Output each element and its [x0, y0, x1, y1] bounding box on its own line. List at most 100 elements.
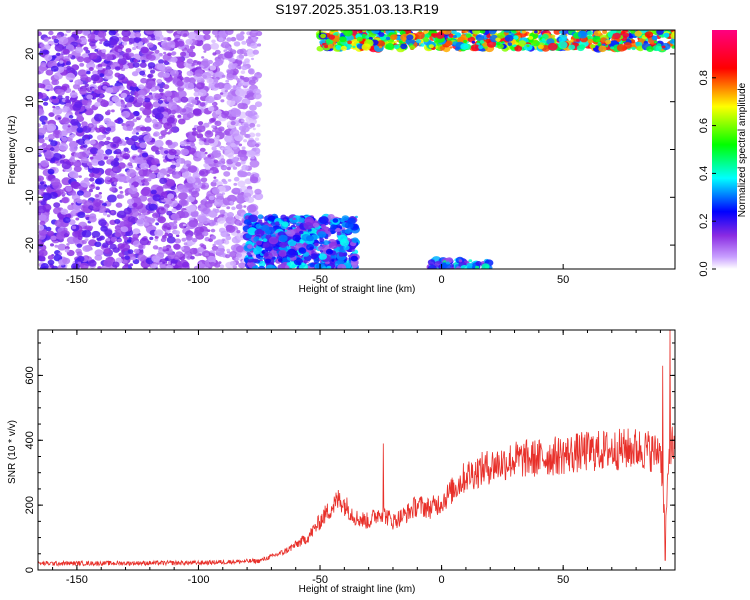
spectrogram-cell	[661, 42, 671, 51]
spectrogram-cell	[82, 147, 87, 151]
spectrogram-cell	[154, 85, 160, 91]
spectrogram-cell	[80, 179, 90, 188]
spectrogram-cell	[616, 38, 621, 42]
spectrogram-cell	[114, 148, 122, 155]
spectrogram-cell	[152, 212, 160, 219]
spectrogram-cell	[200, 177, 208, 183]
spectrogram-cell	[339, 36, 347, 43]
spectrogram-cell	[236, 230, 241, 234]
spectrogram-cell	[202, 30, 211, 35]
spectrogram-cell	[112, 144, 117, 148]
spectrogram-cell	[40, 62, 47, 67]
spectrogram-cell	[206, 77, 214, 84]
spectrogram-cell	[427, 259, 436, 266]
spectrogram-cell	[610, 30, 617, 34]
spectrogram-cell	[92, 167, 100, 174]
spectrogram-cell	[38, 108, 44, 116]
spectrogram-cell	[208, 238, 214, 243]
spectrogram-cell	[88, 172, 95, 178]
spectrogram-cell	[38, 31, 42, 37]
spectrogram-cell	[319, 253, 327, 260]
spectrogram-cell	[250, 42, 258, 49]
spectrogram-cell	[65, 72, 76, 81]
spectrogram-cell	[85, 76, 92, 83]
y-tick-label: 20	[24, 48, 36, 60]
spectrogram-cell	[156, 185, 164, 192]
spectrogram-cell	[79, 37, 88, 45]
spectrogram-cell	[127, 162, 133, 167]
spectrogram-cell	[174, 155, 179, 159]
spectrogram-cell	[38, 123, 41, 128]
spectrogram-cell	[38, 175, 44, 182]
spectrogram-cell	[495, 37, 501, 42]
spectrogram-cell	[280, 214, 287, 220]
spectrogram-cell	[253, 258, 259, 263]
spectrogram-cell	[605, 39, 612, 45]
spectrogram-cell	[118, 252, 125, 258]
spectrogram-cell	[71, 225, 77, 230]
spectrogram-cell	[186, 163, 191, 168]
spectrogram-cell	[104, 69, 114, 77]
spectrogram-cell	[176, 158, 182, 163]
spectrogram-cell	[225, 225, 236, 233]
spectrogram-cell	[97, 160, 105, 166]
spectrogram-cell	[449, 46, 453, 49]
spectrogram-cell	[229, 200, 234, 204]
spectrogram-cell	[61, 136, 68, 142]
spectrogram-cell	[635, 41, 640, 45]
spectrogram-cell	[90, 74, 100, 82]
spectrogram-cell	[69, 134, 75, 139]
spectrogram-cell	[332, 41, 337, 45]
spectrogram-cell	[235, 245, 244, 253]
spectrogram-cell	[134, 31, 142, 38]
spectrogram-cell	[458, 259, 463, 263]
spectrogram-cell	[456, 266, 461, 269]
spectrogram-cell	[254, 192, 264, 201]
x-tick-label: -50	[312, 274, 328, 286]
spectrogram-cell	[184, 82, 195, 90]
spectrogram-cell	[478, 45, 484, 50]
spectrogram-cell	[44, 54, 53, 61]
spectrogram-cell	[87, 102, 92, 106]
spectrogram-cell	[187, 31, 198, 40]
y-tick-label: 400	[24, 431, 36, 449]
spectrogram-cell	[504, 30, 510, 33]
spectrogram-cell	[109, 38, 118, 46]
spectrogram-cell	[114, 72, 121, 78]
spectrogram-cell	[245, 133, 251, 138]
spectrogram-cell	[92, 70, 98, 75]
spectrogram-cell	[568, 44, 576, 50]
spectrogram-cell	[64, 248, 70, 253]
spectrogram-cell	[298, 247, 307, 254]
spectrogram-x-ticks: -150 -100 -50 0 50	[66, 30, 569, 286]
spectrogram-cell	[211, 146, 217, 151]
spectrogram-cell	[45, 209, 50, 213]
spectrogram-cell	[450, 266, 455, 269]
spectrogram-cell	[105, 65, 112, 70]
spectrogram-cell	[193, 60, 197, 64]
spectrogram-cell	[262, 238, 268, 242]
spectrogram-cell	[194, 96, 199, 101]
spectrogram-cell	[83, 144, 88, 148]
spectrogram-cell	[336, 231, 342, 236]
spectrogram-cell	[346, 260, 350, 263]
spectrogram-cell	[141, 152, 149, 158]
spectrogram-cell	[66, 236, 77, 245]
spectrogram-cell	[84, 134, 90, 139]
spectrogram-cell	[131, 71, 139, 77]
spectrogram-cell	[38, 83, 44, 88]
spectrogram-cell	[150, 189, 157, 195]
spectrogram-cell	[114, 63, 120, 68]
spectrogram-cell	[246, 92, 256, 101]
spectrogram-cell	[112, 247, 120, 253]
spectrogram-cell	[118, 194, 125, 199]
spectrogram-cell	[45, 69, 54, 76]
spectrogram-cell	[299, 263, 309, 269]
spectrogram-cell	[75, 217, 80, 221]
spectrogram-cell	[577, 30, 588, 39]
spectrogram-cell	[234, 140, 240, 145]
spectrogram-cell	[219, 209, 226, 215]
spectrogram-cell	[94, 178, 102, 185]
spectrogram-cell	[246, 204, 257, 213]
spectrogram-cell	[468, 259, 473, 263]
